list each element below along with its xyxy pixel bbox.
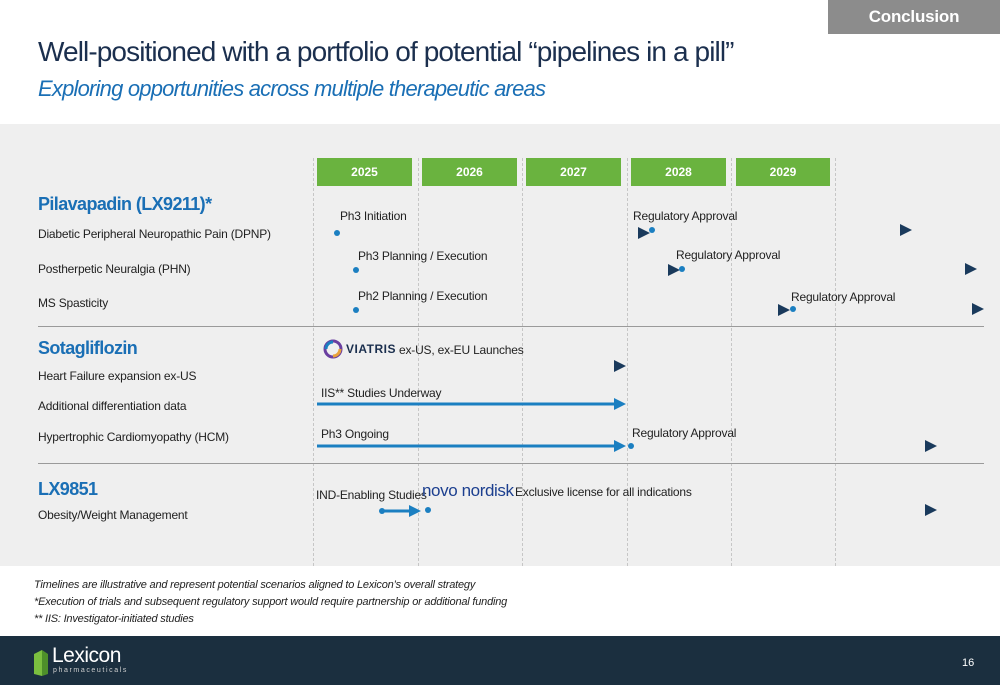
page-subtitle: Exploring opportunities across multiple … <box>38 76 546 101</box>
phase-label: Regulatory Approval <box>632 426 737 440</box>
arrow-exclusive-license <box>425 504 937 516</box>
section-tag: Conclusion <box>828 0 1000 34</box>
timeline-panel <box>0 124 1000 566</box>
arrow-phn-ph3 <box>353 264 680 276</box>
footnote: ** IIS: Investigator-initiated studies <box>34 613 194 625</box>
group-title-lx9851: LX9851 <box>38 479 98 499</box>
column-guide <box>522 158 523 566</box>
group-divider <box>38 326 984 327</box>
logo-subtitle: pharmaceuticals <box>53 667 128 674</box>
group-title-pilavapadin: Pilavapadin (LX9211)* <box>38 194 212 214</box>
year-header: 2028 <box>631 158 726 186</box>
arrow-hf-launches <box>317 360 626 372</box>
logo-wordmark: Lexicon <box>52 644 121 667</box>
footnote: Timelines are illustrative and represent… <box>34 579 476 591</box>
footnote: *Execution of trials and subsequent regu… <box>34 596 508 608</box>
lexicon-leaf-icon <box>34 650 48 676</box>
year-header: 2029 <box>736 158 830 186</box>
arrow-dpnp-approval <box>649 224 912 236</box>
phase-label: Ph3 Planning / Execution <box>358 249 488 263</box>
column-guide <box>313 158 314 566</box>
year-header: 2026 <box>422 158 517 186</box>
row-label-phn: Postherpetic Neuralgia (PHN) <box>38 262 191 276</box>
arrow-hcm-ph3 <box>317 440 626 452</box>
phase-label: Exclusive license for all indications <box>515 485 692 499</box>
phase-label: IND-Enabling Studies <box>316 488 427 502</box>
page-title: Well-positioned with a portfolio of pote… <box>38 36 734 67</box>
arrow-ms-approval <box>790 303 984 315</box>
column-guide <box>835 158 836 566</box>
arrow-ms-ph2 <box>353 304 790 316</box>
phase-label: Ph3 Ongoing <box>321 427 389 441</box>
row-label-differentiation: Additional differentiation data <box>38 399 187 413</box>
viatris-wordmark: VIATRIS <box>346 342 396 356</box>
page-number: 16 <box>962 657 975 669</box>
arrow-phn-approval <box>679 263 977 275</box>
arrow-hcm-approval <box>628 440 937 452</box>
phase-label: Ph2 Planning / Execution <box>358 289 488 303</box>
lexicon-logo: Lexicon pharmaceuticals <box>32 642 132 680</box>
year-header: 2025 <box>317 158 412 186</box>
arrow-dpnp-ph3 <box>334 227 650 239</box>
row-label-hcm: Hypertrophic Cardiomyopathy (HCM) <box>38 430 229 444</box>
viatris-swirl-icon <box>323 339 343 359</box>
footer-bar <box>0 636 1000 685</box>
phase-label: ex-US, ex-EU Launches <box>399 343 524 357</box>
column-guide <box>731 158 732 566</box>
row-label-obesity: Obesity/Weight Management <box>38 508 188 522</box>
phase-label: Ph3 Initiation <box>340 209 407 223</box>
row-label-ms-spasticity: MS Spasticity <box>38 296 109 310</box>
arrow-ind-enabling <box>379 505 421 517</box>
arrow-iis <box>317 398 626 410</box>
phase-label: Regulatory Approval <box>676 248 781 262</box>
column-guide <box>627 158 628 566</box>
novo-nordisk-logo: novo nordisk <box>422 481 514 500</box>
row-label-heart-failure: Heart Failure expansion ex-US <box>38 369 197 383</box>
viatris-logo: VIATRIS <box>322 338 395 360</box>
phase-label: IIS** Studies Underway <box>321 386 442 400</box>
group-title-sotagliflozin: Sotagliflozin <box>38 338 138 358</box>
column-guide <box>418 158 419 566</box>
group-divider <box>38 463 984 464</box>
year-header: 2027 <box>526 158 621 186</box>
phase-label: Regulatory Approval <box>791 290 896 304</box>
phase-label: Regulatory Approval <box>633 209 738 223</box>
row-label-dpnp: Diabetic Peripheral Neuropathic Pain (DP… <box>38 227 271 241</box>
